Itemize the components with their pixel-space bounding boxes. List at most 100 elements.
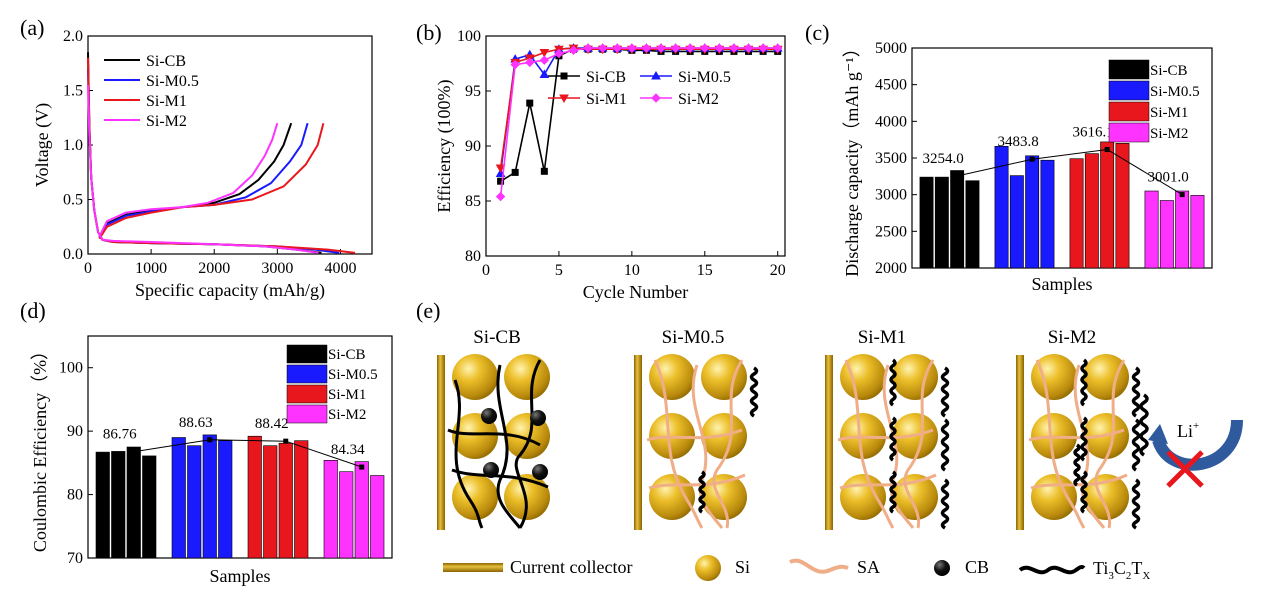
y-tick-label: 0.5 (63, 192, 83, 209)
bar-si-m2-3 (1175, 190, 1190, 269)
point-si-m2 (539, 55, 550, 65)
x-tick-label: 0 (482, 262, 490, 279)
bar-si-m1-4 (294, 440, 309, 559)
bar-si-m0.5-1 (171, 437, 186, 559)
bar-si-m0.5-4 (1040, 159, 1055, 269)
panel-label-d: (d) (20, 298, 46, 323)
legend-mxene: Ti3C2TX (1093, 558, 1150, 582)
mxene-sheet (940, 478, 950, 530)
average-label: 88.63 (179, 415, 213, 431)
average-line (957, 148, 1183, 196)
x-tick-label: 2000 (198, 260, 230, 277)
panel-label-e: (e) (416, 298, 440, 323)
chart-a-voltage-profile: 0 1000 2000 3000 4000 0.0 0.5 1.0 1.5 2.0 Specific… (32, 28, 373, 301)
y-tick-label: 90 (67, 423, 83, 440)
point-si-m1 (495, 164, 506, 174)
legend-swatch-si-m1 (286, 384, 328, 404)
point-si-cb (540, 167, 548, 175)
sa-binder (646, 428, 743, 442)
legend-swatch-si-m2 (286, 404, 328, 424)
si-particle-icon (695, 555, 721, 581)
point-si-cb (511, 168, 519, 176)
li-ion-blocked-icon: Li+ (1148, 419, 1243, 488)
bar-si-cb-2 (111, 451, 126, 559)
x-axis-label: Samples (1032, 274, 1093, 294)
mxene-sheet (1131, 418, 1141, 472)
legend-marker-si-m0.5 (651, 70, 661, 80)
y-tick-label: 80 (67, 487, 83, 504)
bar-si-cb-3 (950, 170, 965, 269)
average-marker (283, 438, 289, 444)
mxene-sheet (940, 366, 950, 418)
si-particle (504, 474, 550, 520)
y-tick-label: 80 (465, 248, 481, 265)
legend-si: Si (735, 557, 750, 577)
y-tick-label: 0.0 (63, 246, 83, 263)
mxene-sheet (496, 364, 522, 529)
y-tick-label: 70 (67, 550, 83, 567)
legend-label-si-m2: Si-M2 (146, 113, 187, 130)
series-si-m2-discharge (87, 84, 319, 254)
schematic-title-si-m1: Si-M1 (858, 327, 907, 348)
x-tick-label: 1000 (135, 260, 167, 277)
sa-binder-icon (789, 558, 849, 574)
point-si-m2 (656, 43, 666, 53)
bar-si-m0.5-2 (187, 445, 202, 559)
bar-si-m2-2 (1159, 200, 1174, 269)
bar-si-m1-2 (263, 445, 278, 559)
average-label: 3001.0 (1148, 170, 1189, 186)
x-axis-label: Cycle Number (583, 282, 688, 302)
schematic-si-cb (437, 354, 550, 530)
average-marker (1179, 192, 1185, 198)
sa-binder (648, 473, 746, 490)
bar-si-cb-4 (965, 180, 980, 269)
series-si-m1-discharge (87, 57, 356, 254)
legend-label-si-cb: Si-CB (1150, 63, 1188, 79)
sa-binder (903, 359, 935, 529)
point-si-cb (526, 99, 534, 107)
point-si-m2 (627, 43, 637, 53)
mxene-sheet (749, 366, 759, 418)
point-si-m2 (743, 43, 754, 53)
legend-swatch-si-m0.5 (286, 364, 328, 384)
point-si-m0.5 (539, 69, 550, 78)
legend-label-si-cb: Si-CB (586, 69, 626, 86)
average-label: 3483.8 (998, 134, 1039, 150)
series-si-m2-charge (98, 122, 279, 238)
y-axis-label: Coulombic Efficiency（%） (30, 342, 50, 552)
point-si-cb (497, 177, 505, 185)
mxene-sheet (1139, 393, 1149, 457)
si-particle (892, 474, 938, 520)
point-si-m2 (700, 43, 710, 53)
series-si-cb-discharge (87, 52, 322, 254)
plot-frame (87, 35, 373, 255)
point-si-m2 (758, 43, 768, 53)
y-tick-label: 2.0 (63, 28, 83, 45)
legend-marker-si-cb (560, 72, 568, 80)
bar-si-m0.5-3 (1025, 155, 1040, 269)
cb-particle-icon (934, 560, 950, 576)
average-marker (1104, 146, 1110, 152)
average-label: 88.42 (255, 416, 289, 432)
bar-si-m2-1 (323, 459, 338, 559)
schematic-si-m2 (1016, 354, 1149, 530)
y-tick-label: 4000 (875, 113, 907, 130)
legend-label-si-m2: Si-M2 (1150, 126, 1188, 142)
current-collector (1016, 355, 1024, 530)
bar-si-m1-1 (247, 435, 262, 559)
sa-binder (837, 428, 934, 442)
si-particle (504, 354, 550, 400)
legend-sa: SA (857, 557, 880, 577)
si-particle (892, 354, 938, 400)
point-si-m2 (612, 43, 622, 53)
mxene-sheet (698, 470, 706, 514)
point-si-m2 (729, 43, 739, 53)
cb-particle (530, 410, 546, 426)
current-collector-icon (443, 563, 503, 572)
cb-particle (532, 464, 548, 480)
average-label: 3254.0 (923, 151, 964, 167)
schematic-e: Si-CB Si-M0.5 Si-M1 Si-M2 Li+ Current co… (437, 327, 1243, 582)
sa-binder (691, 364, 724, 529)
y-tick-label: 100 (457, 28, 481, 45)
si-particle (649, 474, 695, 520)
